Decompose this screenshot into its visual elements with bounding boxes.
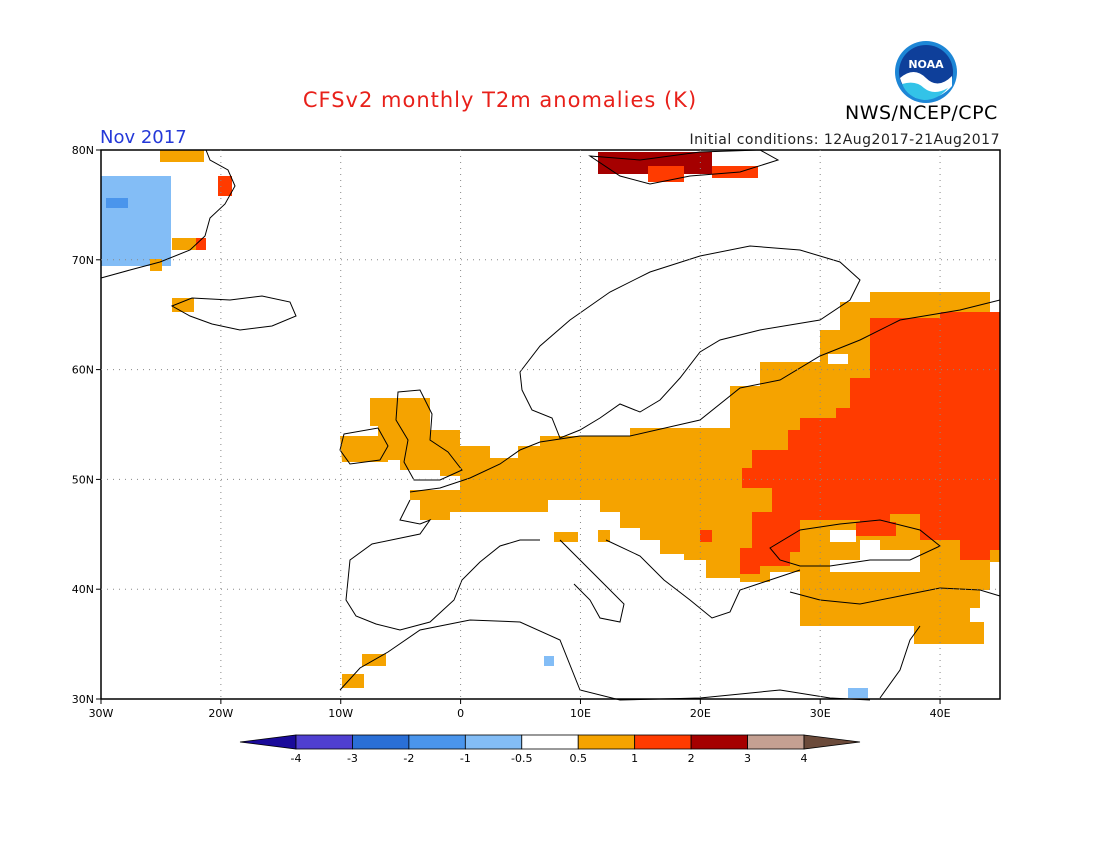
legend-swatch [408, 734, 466, 750]
coastline-balkans [605, 539, 801, 619]
lat-tick-label: 50N [72, 473, 94, 486]
anomaly-cell [598, 530, 610, 542]
lat-tick-label: 40N [72, 583, 94, 596]
anomaly-cell [150, 259, 162, 271]
anomaly-fill-layer [101, 150, 1000, 698]
legend-swatch [577, 734, 636, 750]
month-label: Nov 2017 [100, 127, 187, 148]
lon-tick-label: 10W [328, 707, 353, 720]
legend-swatch [690, 734, 748, 750]
legend-label: 3 [744, 752, 751, 765]
anomaly-morocco-warm-2 [342, 674, 364, 688]
lon-tick-label: 20E [690, 707, 711, 720]
coastline-iberia [345, 499, 540, 631]
anomaly-cell [856, 522, 896, 536]
anomaly-cell [940, 578, 980, 608]
coastline-continent [409, 299, 1001, 493]
lat-tick-label: 30N [72, 693, 94, 706]
lat-tick-label: 80N [72, 144, 94, 157]
organization-label: NWS/NCEP/CPC [845, 102, 998, 124]
anomaly-cell [700, 530, 712, 542]
anomaly-gap [828, 354, 848, 364]
legend-label: 0.5 [569, 752, 587, 765]
legend-label: -2 [403, 752, 414, 765]
anomaly-black-sea-gap [830, 530, 856, 542]
color-legend: -4 -3 -2 -1 -0.5 0.5 1 2 3 4 [239, 734, 861, 765]
anomaly-greenland-warm [160, 150, 204, 162]
legend-swatch [352, 734, 410, 750]
anomaly-ireland-warm [340, 436, 388, 462]
anomaly-greenland-red [196, 238, 206, 250]
legend-label: 4 [801, 752, 808, 765]
coastline-ireland [339, 427, 389, 465]
lon-tick-label: 30E [810, 707, 831, 720]
coastline-italy [559, 539, 625, 623]
anomaly-tunisia-cool [544, 656, 554, 666]
lon-tick-label: 30W [89, 707, 114, 720]
legend-swatch [747, 734, 805, 750]
legend-label: -1 [460, 752, 471, 765]
lat-tick-label: 60N [72, 364, 94, 377]
legend-swatch [295, 734, 353, 750]
lon-tick-label: 0 [457, 707, 464, 720]
legend-low-arrow [239, 734, 297, 750]
anomaly-svalbard-red-2 [648, 166, 684, 182]
coastline-north-africa [339, 619, 871, 701]
coastline-levant [879, 625, 921, 699]
anomaly-greenland-cell [106, 198, 128, 208]
legend-swatch [464, 734, 523, 750]
anomaly-greenland-negative [101, 176, 171, 266]
coastline-svalbard [588, 149, 780, 185]
logo-text: NOAA [908, 58, 944, 71]
legend-label: 2 [688, 752, 695, 765]
chart-title: CFSv2 monthly T2m anomalies (K) [302, 88, 698, 112]
coastline-layer [100, 149, 1001, 701]
legend-label: -4 [291, 752, 302, 765]
legend-swatch [634, 734, 692, 750]
noaa-logo-icon: NOAA [895, 41, 957, 103]
coastline-greenland [100, 149, 236, 279]
axis-ticks: 30W 20W 10W 0 10E 20E 30E 40E 80N 70N 60N 50N 40N 30N [72, 144, 951, 720]
anomaly-egypt-cool [848, 688, 868, 698]
anomaly-russia-hot [740, 312, 1000, 574]
anomaly-levant-warm [914, 622, 984, 644]
legend-label: 1 [631, 752, 638, 765]
anomaly-cell [554, 532, 578, 542]
coastline-uk [395, 389, 463, 481]
legend-high-arrow [803, 734, 861, 750]
anomaly-greenland-red-2 [218, 176, 232, 196]
legend-label: -0.5 [511, 752, 532, 765]
coastline-scandinavia [519, 245, 861, 439]
lat-tick-label: 70N [72, 254, 94, 267]
coastline-iceland [170, 295, 297, 331]
legend-swatch [521, 734, 579, 750]
legend-label: -3 [347, 752, 358, 765]
lon-tick-label: 40E [930, 707, 951, 720]
map-frame [100, 149, 1001, 700]
lon-tick-label: 10E [570, 707, 591, 720]
initial-conditions-label: Initial conditions: 12Aug2017-21Aug2017 [689, 132, 1000, 148]
coastline-black-sea [769, 519, 941, 567]
lon-tick-label: 20W [208, 707, 233, 720]
